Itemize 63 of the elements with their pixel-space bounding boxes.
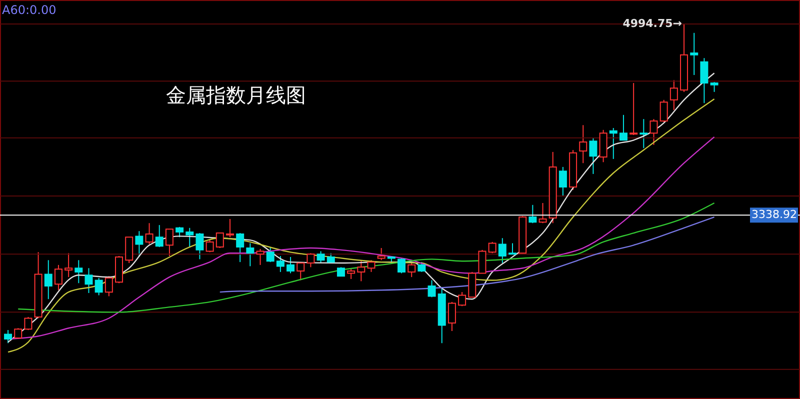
candlestick (135, 230, 144, 258)
candlestick (125, 236, 134, 264)
candlestick (246, 242, 254, 267)
candlestick (508, 242, 516, 255)
candlestick (4, 330, 12, 344)
candlestick (690, 32, 698, 76)
candlestick (186, 227, 194, 248)
candlestick (94, 278, 103, 296)
candlestick (478, 249, 486, 274)
candlestick (206, 240, 214, 253)
candlestick (458, 292, 466, 307)
candlestick (266, 246, 274, 263)
candlestick (24, 316, 32, 331)
candlestick (488, 241, 496, 254)
candlestick (196, 232, 204, 260)
candlestick (54, 264, 62, 291)
candlestick (660, 99, 668, 122)
candlestick (155, 224, 164, 248)
candlestick (650, 118, 658, 146)
candlestick (347, 268, 356, 280)
candlestick (630, 82, 638, 136)
candlestick (538, 202, 547, 224)
candlestick (398, 258, 406, 274)
candlestick (599, 129, 608, 163)
candlestick (316, 250, 325, 264)
candlestick (306, 252, 315, 268)
candlestick (498, 238, 506, 264)
candlestick (226, 218, 234, 238)
candlestick (64, 252, 73, 278)
candlestick (44, 260, 52, 300)
candlestick (165, 228, 174, 256)
candlestick (558, 166, 567, 196)
candlestick (74, 260, 83, 284)
candlestick (104, 276, 113, 297)
candlestick (296, 262, 305, 281)
candlestick (710, 82, 718, 92)
text: A60:0.00 (2, 3, 56, 17)
candlestick (448, 301, 456, 332)
candlestick (670, 80, 678, 111)
candlestick (236, 232, 244, 263)
candlestick (145, 222, 154, 245)
candlestick (367, 260, 376, 272)
candlestick (468, 271, 476, 298)
candlestick (609, 128, 618, 160)
text: 金属指数月线图 (166, 83, 306, 107)
candlestick (276, 256, 284, 272)
candlestick (256, 248, 264, 266)
candlestick (377, 248, 386, 261)
candlestick (640, 118, 648, 149)
candlestick (216, 232, 224, 249)
candlestick (579, 124, 588, 164)
candlestick (357, 260, 366, 282)
candlestick (418, 262, 426, 272)
candlestick (286, 256, 295, 274)
candlestick (408, 262, 416, 278)
candlestick (84, 268, 93, 294)
candlestick (589, 137, 598, 174)
candlestick (528, 204, 537, 224)
annotation: 4994.75→ (622, 16, 682, 30)
candlestick (700, 58, 708, 104)
text: 3338.92 (752, 208, 797, 222)
candlestick (619, 114, 628, 141)
candlestick (428, 280, 436, 298)
